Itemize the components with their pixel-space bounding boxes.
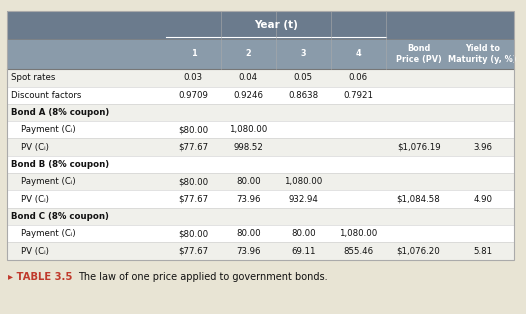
Bar [6, 225, 514, 242]
Text: 0.04: 0.04 [239, 73, 258, 82]
Text: 73.96: 73.96 [236, 195, 260, 203]
Text: PV (Cᵢ): PV (Cᵢ) [21, 143, 49, 152]
Text: 4: 4 [356, 50, 361, 58]
Text: Yield to
Maturity (y, %): Yield to Maturity (y, %) [448, 44, 517, 64]
Bar [6, 156, 514, 173]
Text: 80.00: 80.00 [236, 177, 261, 186]
Text: 69.11: 69.11 [291, 246, 316, 256]
Text: Bond B (8% coupon): Bond B (8% coupon) [11, 160, 109, 169]
Text: Payment (Cᵢ): Payment (Cᵢ) [21, 125, 76, 134]
Text: 3: 3 [300, 50, 306, 58]
Text: $80.00: $80.00 [178, 125, 208, 134]
Text: Payment (Cᵢ): Payment (Cᵢ) [21, 229, 76, 238]
Text: 0.7921: 0.7921 [343, 91, 373, 100]
Bar [6, 69, 514, 87]
Text: 998.52: 998.52 [234, 143, 264, 152]
Text: $80.00: $80.00 [178, 177, 208, 186]
Bar [6, 121, 514, 138]
Text: The law of one price applied to government bonds.: The law of one price applied to governme… [78, 272, 328, 282]
Text: 5.81: 5.81 [473, 246, 492, 256]
Text: Bond A (8% coupon): Bond A (8% coupon) [11, 108, 109, 117]
Text: 0.9709: 0.9709 [178, 91, 208, 100]
Text: 3.96: 3.96 [473, 143, 492, 152]
Text: Year (t): Year (t) [254, 20, 298, 30]
Text: PV (Cᵢ): PV (Cᵢ) [21, 195, 49, 203]
Text: 0.06: 0.06 [349, 73, 368, 82]
Text: 0.05: 0.05 [294, 73, 313, 82]
Text: 1,080.00: 1,080.00 [339, 229, 378, 238]
Text: $77.67: $77.67 [178, 143, 208, 152]
Bar [6, 138, 514, 156]
Text: $80.00: $80.00 [178, 229, 208, 238]
Text: 0.03: 0.03 [184, 73, 203, 82]
Text: PV (Cᵢ): PV (Cᵢ) [21, 246, 49, 256]
Text: Bond
Price (PV): Bond Price (PV) [396, 44, 441, 64]
Text: 80.00: 80.00 [236, 229, 261, 238]
Bar [6, 173, 514, 191]
Text: 1,080.00: 1,080.00 [229, 125, 267, 134]
Text: Spot rates: Spot rates [11, 73, 55, 82]
Bar [6, 11, 514, 39]
Bar [6, 191, 514, 208]
Text: 855.46: 855.46 [343, 246, 373, 256]
Text: Discount factors: Discount factors [11, 91, 81, 100]
Text: 4.90: 4.90 [473, 195, 492, 203]
Text: 1,080.00: 1,080.00 [284, 177, 322, 186]
Text: 0.8638: 0.8638 [288, 91, 318, 100]
Bar [6, 242, 514, 260]
Bar [6, 104, 514, 121]
Text: 2: 2 [246, 50, 251, 58]
Text: $1,084.58: $1,084.58 [397, 195, 440, 203]
Text: 932.94: 932.94 [288, 195, 318, 203]
Text: $77.67: $77.67 [178, 246, 208, 256]
Bar [6, 87, 514, 104]
Text: 0.9246: 0.9246 [234, 91, 264, 100]
Bar [6, 208, 514, 225]
Text: 1: 1 [190, 50, 196, 58]
Bar [6, 11, 514, 260]
Text: Bond C (8% coupon): Bond C (8% coupon) [11, 212, 108, 221]
Text: 73.96: 73.96 [236, 246, 260, 256]
Text: Payment (Cᵢ): Payment (Cᵢ) [21, 177, 76, 186]
Text: ▸ TABLE 3.5: ▸ TABLE 3.5 [7, 272, 72, 282]
Text: 80.00: 80.00 [291, 229, 316, 238]
Bar [6, 39, 514, 69]
Text: $1,076.20: $1,076.20 [397, 246, 440, 256]
Text: $77.67: $77.67 [178, 195, 208, 203]
Text: $1,076.19: $1,076.19 [397, 143, 440, 152]
